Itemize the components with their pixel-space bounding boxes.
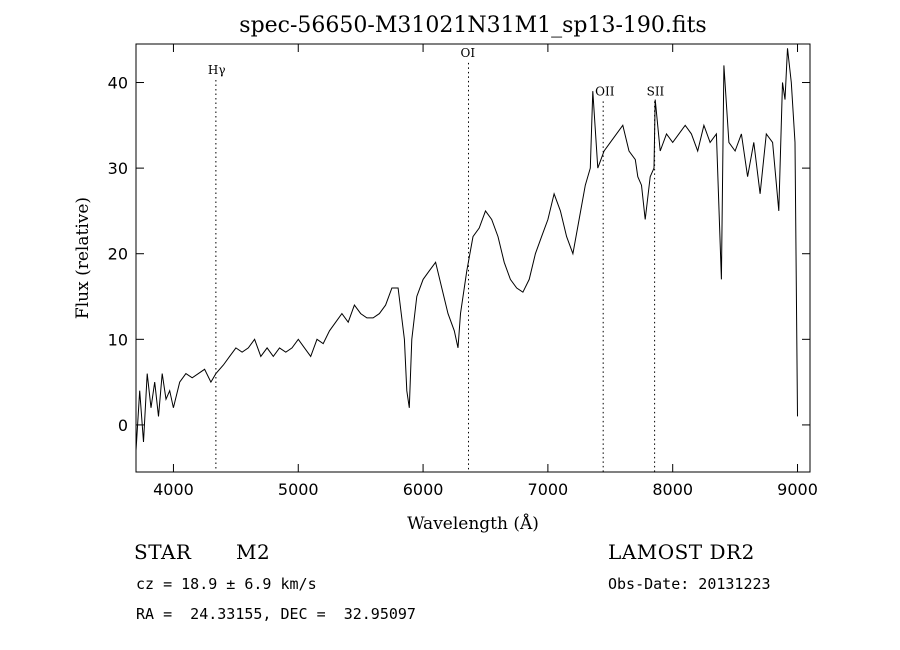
observation-date: Obs-Date: 20131223 bbox=[608, 575, 771, 593]
spectral-line-label: OI bbox=[461, 46, 476, 60]
survey-name: LAMOST DR2 bbox=[608, 540, 755, 564]
x-tick-label: 8000 bbox=[652, 480, 693, 499]
y-tick-label: 0 bbox=[118, 416, 128, 435]
object-subclass: M2 bbox=[236, 540, 271, 564]
x-tick-label: 7000 bbox=[528, 480, 569, 499]
y-tick-label: 10 bbox=[108, 330, 128, 349]
y-axis-label: Flux (relative) bbox=[73, 197, 93, 319]
x-tick-label: 9000 bbox=[777, 480, 818, 499]
coordinates: RA = 24.33155, DEC = 32.95097 bbox=[136, 605, 416, 623]
spectral-line-label: Hγ bbox=[208, 63, 226, 77]
object-class: STAR bbox=[134, 540, 192, 564]
line-markers: Hγ OI OII SII bbox=[208, 46, 665, 472]
y-tick-label: 20 bbox=[108, 245, 128, 264]
x-tick-label: 5000 bbox=[278, 480, 319, 499]
spectrum-series-line bbox=[135, 48, 798, 451]
x-axis-label: Wavelength (Å) bbox=[407, 513, 539, 534]
x-tick-label: 6000 bbox=[403, 480, 444, 499]
plot-frame bbox=[135, 43, 811, 473]
x-tick-label: 4000 bbox=[153, 480, 194, 499]
spectral-line-label: SII bbox=[647, 84, 665, 98]
y-tick-label: 30 bbox=[108, 159, 128, 178]
spectral-line-label: OII bbox=[595, 84, 615, 98]
axis-ticks: 4000 5000 6000 7000 8000 9000 0 10 20 30 40 bbox=[108, 44, 818, 499]
y-tick-label: 40 bbox=[108, 74, 128, 93]
redshift-velocity: cz = 18.9 ± 6.9 km/s bbox=[136, 575, 317, 593]
chart-title: spec-56650-M31021N31M1_sp13-190.fits bbox=[239, 13, 706, 38]
